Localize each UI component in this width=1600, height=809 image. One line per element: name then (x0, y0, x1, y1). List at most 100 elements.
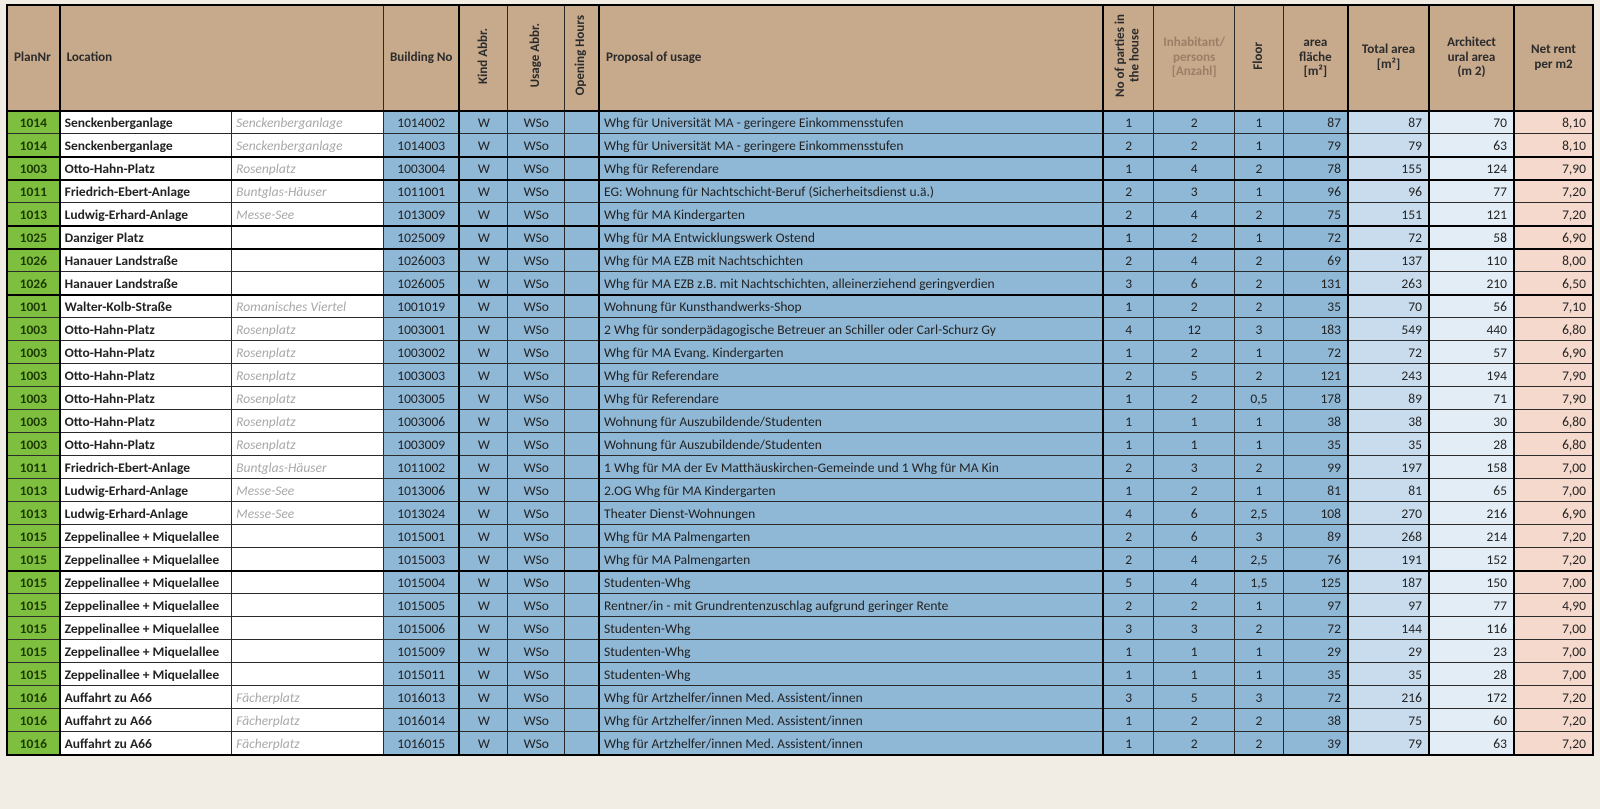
cell-plan: 1003 (7, 364, 60, 387)
cell-inhab: 2 (1154, 479, 1235, 502)
cell-parties: 1 (1103, 640, 1154, 663)
cell-area: 87 (1283, 111, 1348, 134)
cell-inhab: 2 (1154, 387, 1235, 410)
table-row: 1003Otto-Hahn-PlatzRosenplatz1003005WWSo… (7, 387, 1593, 410)
cell-location: Auffahrt zu A66 (60, 732, 232, 755)
cell-total: 79 (1348, 134, 1429, 157)
cell-area: 76 (1283, 548, 1348, 571)
cell-opening (565, 364, 599, 387)
cell-location: Ludwig-Erhard-Anlage (60, 502, 232, 525)
cell-proposal: 1 Whg für MA der Ev Matthäuskirchen-Geme… (599, 456, 1103, 479)
cell-kind: W (459, 571, 508, 594)
cell-rent: 8,10 (1514, 134, 1593, 157)
cell-sublocation (232, 249, 384, 272)
table-row: 1003Otto-Hahn-PlatzRosenplatz1003009WWSo… (7, 433, 1593, 456)
cell-area: 125 (1283, 571, 1348, 594)
cell-kind: W (459, 617, 508, 640)
cell-arch: 23 (1429, 640, 1514, 663)
cell-floor: 2 (1235, 617, 1284, 640)
cell-usage: WSo (508, 594, 565, 617)
cell-area: 178 (1283, 387, 1348, 410)
cell-location: Senckenberganlage (60, 111, 232, 134)
cell-sublocation: Rosenplatz (232, 341, 384, 364)
cell-plan: 1003 (7, 318, 60, 341)
cell-rent: 7,00 (1514, 456, 1593, 479)
cell-usage: WSo (508, 157, 565, 180)
cell-kind: W (459, 709, 508, 732)
col-area: area fläche [m²] (1283, 5, 1348, 111)
cell-floor: 2 (1235, 732, 1284, 755)
cell-proposal: Wohnung für Auszubildende/Studenten (599, 433, 1103, 456)
cell-total: 35 (1348, 663, 1429, 686)
table-row: 1013Ludwig-Erhard-AnlageMesse-See1013009… (7, 203, 1593, 226)
cell-proposal: Whg für MA EZB mit Nachtschichten (599, 249, 1103, 272)
cell-location: Zeppelinallee + Miquelallee (60, 663, 232, 686)
cell-floor: 2 (1235, 157, 1284, 180)
cell-sublocation: Rosenplatz (232, 157, 384, 180)
cell-parties: 1 (1103, 709, 1154, 732)
cell-rent: 7,00 (1514, 640, 1593, 663)
cell-parties: 3 (1103, 617, 1154, 640)
table-row: 1015Zeppelinallee + Miquelallee1015003WW… (7, 548, 1593, 571)
cell-opening (565, 341, 599, 364)
cell-total: 197 (1348, 456, 1429, 479)
cell-area: 75 (1283, 203, 1348, 226)
cell-sublocation (232, 272, 384, 295)
cell-opening (565, 479, 599, 502)
cell-inhab: 2 (1154, 341, 1235, 364)
cell-usage: WSo (508, 180, 565, 203)
cell-parties: 1 (1103, 663, 1154, 686)
cell-proposal: Studenten-Whg (599, 640, 1103, 663)
cell-location: Otto-Hahn-Platz (60, 387, 232, 410)
cell-rent: 7,20 (1514, 709, 1593, 732)
col-total: Total area [m²] (1348, 5, 1429, 111)
cell-opening (565, 640, 599, 663)
cell-total: 96 (1348, 180, 1429, 203)
cell-plan: 1015 (7, 640, 60, 663)
cell-arch: 71 (1429, 387, 1514, 410)
table-row: 1015Zeppelinallee + Miquelallee1015005WW… (7, 594, 1593, 617)
cell-building: 1015011 (383, 663, 459, 686)
cell-kind: W (459, 318, 508, 341)
cell-kind: W (459, 295, 508, 318)
col-opening: Opening Hours (565, 5, 599, 111)
cell-rent: 6,80 (1514, 433, 1593, 456)
cell-kind: W (459, 180, 508, 203)
cell-plan: 1001 (7, 295, 60, 318)
cell-inhab: 6 (1154, 272, 1235, 295)
cell-area: 35 (1283, 663, 1348, 686)
cell-rent: 4,90 (1514, 594, 1593, 617)
cell-proposal: Wohnung für Auszubildende/Studenten (599, 410, 1103, 433)
cell-inhab: 6 (1154, 502, 1235, 525)
cell-area: 81 (1283, 479, 1348, 502)
cell-area: 35 (1283, 295, 1348, 318)
cell-arch: 28 (1429, 663, 1514, 686)
cell-proposal: Whg für MA EZB z.B. mit Nachtschichten, … (599, 272, 1103, 295)
cell-plan: 1003 (7, 387, 60, 410)
cell-kind: W (459, 502, 508, 525)
cell-total: 38 (1348, 410, 1429, 433)
cell-sublocation: Rosenplatz (232, 364, 384, 387)
cell-opening (565, 387, 599, 410)
cell-arch: 152 (1429, 548, 1514, 571)
col-floor: Floor (1235, 5, 1284, 111)
cell-inhab: 4 (1154, 249, 1235, 272)
cell-proposal: Whg für Artzhelfer/innen Med. Assistent/… (599, 686, 1103, 709)
cell-arch: 77 (1429, 180, 1514, 203)
cell-arch: 158 (1429, 456, 1514, 479)
cell-proposal: Whg für Universität MA - geringere Einko… (599, 134, 1103, 157)
cell-plan: 1015 (7, 617, 60, 640)
cell-kind: W (459, 341, 508, 364)
cell-sublocation: Rosenplatz (232, 387, 384, 410)
table-row: 1016Auffahrt zu A66Fächerplatz1016013WWS… (7, 686, 1593, 709)
cell-sublocation: Messe-See (232, 203, 384, 226)
cell-floor: 2 (1235, 456, 1284, 479)
cell-inhab: 4 (1154, 203, 1235, 226)
cell-rent: 7,20 (1514, 525, 1593, 548)
cell-floor: 1 (1235, 226, 1284, 249)
cell-sublocation: Fächerplatz (232, 732, 384, 755)
cell-floor: 1 (1235, 640, 1284, 663)
cell-rent: 7,20 (1514, 732, 1593, 755)
cell-inhab: 2 (1154, 134, 1235, 157)
cell-parties: 4 (1103, 502, 1154, 525)
